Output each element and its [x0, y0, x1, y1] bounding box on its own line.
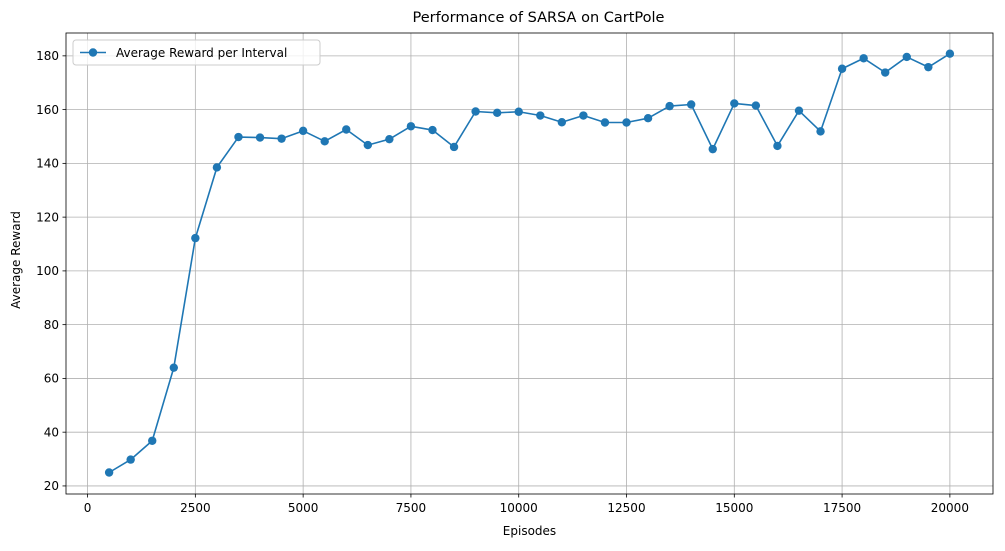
data-point	[471, 107, 480, 116]
x-tick-label: 20000	[931, 501, 969, 515]
series-line	[108, 53, 951, 474]
data-point	[924, 62, 933, 72]
data-point	[514, 107, 523, 116]
data-point	[622, 118, 631, 127]
y-tick-label: 40	[44, 425, 59, 439]
data-point	[708, 144, 717, 154]
data-point	[277, 134, 286, 143]
data-point	[363, 140, 373, 150]
data-point	[579, 111, 588, 120]
data-point	[449, 142, 459, 152]
legend-marker	[88, 48, 98, 57]
data-point	[536, 111, 545, 120]
data-point	[794, 106, 804, 115]
data-point	[191, 233, 200, 243]
legend-label: Average Reward per Interval	[116, 46, 287, 60]
plot-frame	[65, 32, 994, 495]
x-tick-label: 10000	[500, 501, 538, 515]
series-layer	[104, 49, 955, 477]
data-point	[234, 132, 243, 142]
data-point	[255, 133, 265, 142]
data-point	[428, 125, 437, 135]
data-point	[643, 114, 653, 123]
y-tick-label: 120	[36, 210, 59, 224]
x-tick-label: 12500	[607, 501, 645, 515]
data-point	[298, 126, 308, 136]
data-point	[859, 54, 868, 63]
data-point	[837, 64, 847, 73]
x-tick-label: 0	[84, 501, 92, 515]
data-point	[342, 125, 351, 134]
data-point	[686, 100, 696, 109]
data-point	[773, 141, 782, 151]
data-point	[751, 101, 761, 110]
axes: 0 2500 5000 7500 10000 12500 15000 17500 20000 20…	[36, 32, 994, 515]
x-axis-label: Episodes	[503, 524, 556, 538]
data-point	[730, 99, 739, 108]
y-tick-label: 140	[36, 157, 59, 171]
data-point	[816, 127, 825, 136]
data-point	[406, 122, 416, 131]
x-tick-label: 7500	[396, 501, 427, 515]
y-tick-label: 60	[44, 372, 59, 386]
data-point	[148, 436, 157, 445]
data-point	[665, 101, 674, 111]
data-point	[104, 468, 114, 477]
data-point	[945, 49, 955, 58]
data-point	[320, 137, 329, 146]
data-point	[902, 52, 911, 62]
y-tick-label: 160	[36, 103, 59, 117]
x-tick-label: 17500	[823, 501, 861, 515]
y-tick-label: 100	[36, 264, 59, 278]
y-axis-label: Average Reward	[9, 211, 23, 309]
x-tick-label: 5000	[288, 501, 319, 515]
data-point	[492, 108, 502, 118]
x-tick-label: 2500	[180, 501, 211, 515]
y-tick-label: 80	[44, 318, 59, 332]
y-tick-label: 180	[36, 49, 59, 63]
data-point	[212, 163, 222, 172]
data-point	[169, 363, 178, 372]
y-tick-label: 20	[44, 479, 59, 493]
chart-title: Performance of SARSA on CartPole	[413, 10, 665, 26]
x-tick-label: 15000	[715, 501, 753, 515]
data-point	[126, 455, 135, 464]
data-point	[600, 118, 610, 127]
legend: Average Reward per Interval	[72, 39, 321, 66]
data-point	[557, 118, 567, 127]
grid-layer	[66, 33, 993, 494]
data-point	[881, 68, 890, 77]
legend-box	[72, 39, 321, 66]
data-point	[385, 134, 394, 144]
